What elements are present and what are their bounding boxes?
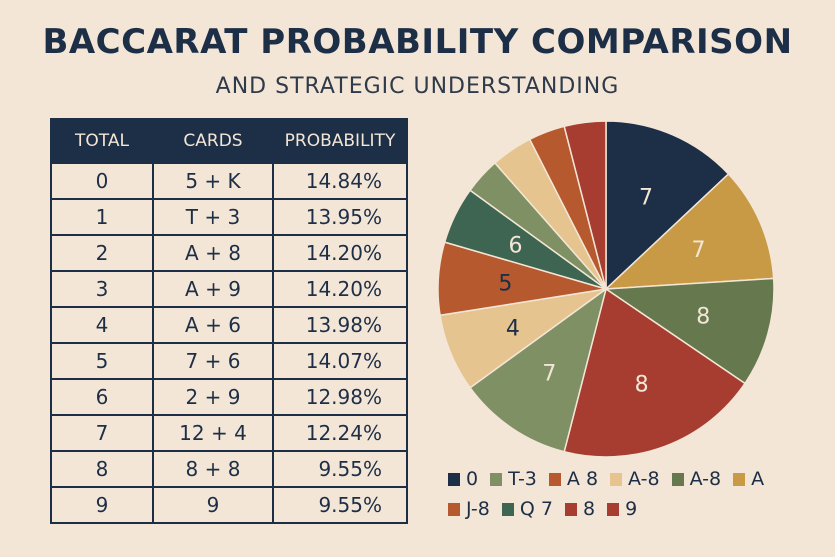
cards-cell: T + 3 xyxy=(152,198,274,236)
legend-swatch xyxy=(733,472,746,486)
legend-label: Q 7 xyxy=(519,498,553,520)
total-cell: 3 xyxy=(50,270,154,308)
slice-label: 6 xyxy=(508,234,522,259)
legend-label: A-8 xyxy=(689,468,722,490)
column-header-cards: CARDS xyxy=(152,118,274,164)
total-cell: 0 xyxy=(50,162,154,200)
total-cell: 5 xyxy=(50,342,154,380)
legend-item: A 8 xyxy=(548,468,599,490)
probability-cell: 12.24% xyxy=(272,414,408,452)
legend-label: A xyxy=(751,468,765,490)
legend-item: A-8 xyxy=(671,468,722,490)
slice-label: 8 xyxy=(635,372,649,397)
total-cell: 6 xyxy=(50,378,154,416)
pie-slice xyxy=(605,120,730,291)
legend-item: T-3 xyxy=(490,468,537,490)
pie-slice xyxy=(469,287,608,453)
slice-label: 5 xyxy=(498,272,512,297)
slice-label: 7 xyxy=(639,185,653,210)
legend-item: J-8 xyxy=(448,498,490,520)
pie-slice xyxy=(563,287,746,458)
slice-label: 4 xyxy=(506,317,520,342)
legend-item: Q 7 xyxy=(501,498,553,520)
legend-swatch xyxy=(490,472,503,486)
column-header-probability: PROBABILITY xyxy=(272,118,408,164)
table-header-row: TOTAL CARDS PROBABILITY xyxy=(50,118,408,164)
chart-subtitle: AND STRATEGIC UNDERSTANDING xyxy=(215,74,620,99)
legend-item: A-8 xyxy=(610,468,660,490)
probability-cell: 13.98% xyxy=(272,306,408,344)
legend-swatch xyxy=(607,502,620,516)
column-header-total: TOTAL xyxy=(50,118,154,164)
legend-label: 0 xyxy=(466,468,479,490)
slice-label: 7 xyxy=(542,361,556,386)
cards-cell: 8 + 8 xyxy=(152,450,274,488)
probability-cell: 14.20% xyxy=(272,234,408,272)
chart-title: BACCARAT PROBABILITY COMPARISON xyxy=(42,22,793,62)
probability-cell: 14.07% xyxy=(272,342,408,380)
pie-slice xyxy=(603,172,775,290)
legend-swatch xyxy=(671,472,684,486)
cards-cell: A + 8 xyxy=(152,234,274,272)
total-cell: 4 xyxy=(50,306,154,344)
legend-label: A-8 xyxy=(628,468,660,490)
total-cell: 1 xyxy=(50,198,154,236)
cards-cell: 7 + 6 xyxy=(152,342,274,380)
legend-swatch xyxy=(501,502,514,516)
pie-slice xyxy=(563,120,607,290)
legend-item: 8 xyxy=(564,498,596,520)
probability-cell: 13.95% xyxy=(272,198,408,236)
slice-label: 7 xyxy=(692,238,706,263)
legend-label: A 8 xyxy=(566,468,599,490)
cards-cell: 5 + K xyxy=(152,162,274,200)
cards-cell: 2 + 9 xyxy=(152,378,274,416)
legend-label: J-8 xyxy=(466,498,490,520)
legend-label: 8 xyxy=(582,498,596,520)
probability-cell: 14.84% xyxy=(272,162,408,200)
table-row: 9 9 9.55% xyxy=(50,486,408,524)
slice-label: 8 xyxy=(696,305,710,330)
legend-item: 9 xyxy=(607,498,637,520)
legend-swatch xyxy=(548,472,561,486)
cards-cell: A + 6 xyxy=(152,306,274,344)
legend-swatch xyxy=(448,472,460,486)
chart-legend: 0 T-3 A 8 A-8 A-8 A J-8 Q 7 8 9 xyxy=(448,468,808,520)
legend-item: A xyxy=(733,468,764,490)
legend-swatch xyxy=(448,502,460,516)
table-row: 7 12 + 4 12.24% xyxy=(50,414,408,452)
cards-cell: A + 9 xyxy=(152,270,274,308)
legend-label: 9 xyxy=(625,498,638,520)
total-cell: 9 xyxy=(50,486,154,524)
cards-cell: 9 xyxy=(152,486,274,524)
legend-swatch xyxy=(610,472,623,486)
legend-label: T-3 xyxy=(508,468,537,490)
probability-cell: 9.55% xyxy=(272,486,408,524)
cards-cell: 12 + 4 xyxy=(152,414,274,452)
probability-cell: 12.98% xyxy=(272,378,408,416)
legend-item: 0 xyxy=(448,468,478,490)
total-cell: 8 xyxy=(50,450,154,488)
probability-cell: 14.20% xyxy=(272,270,408,308)
legend-swatch xyxy=(564,502,577,516)
pie-slice xyxy=(603,277,775,385)
total-cell: 7 xyxy=(50,414,154,452)
total-cell: 2 xyxy=(50,234,154,272)
probability-cell: 9.55% xyxy=(272,450,408,488)
